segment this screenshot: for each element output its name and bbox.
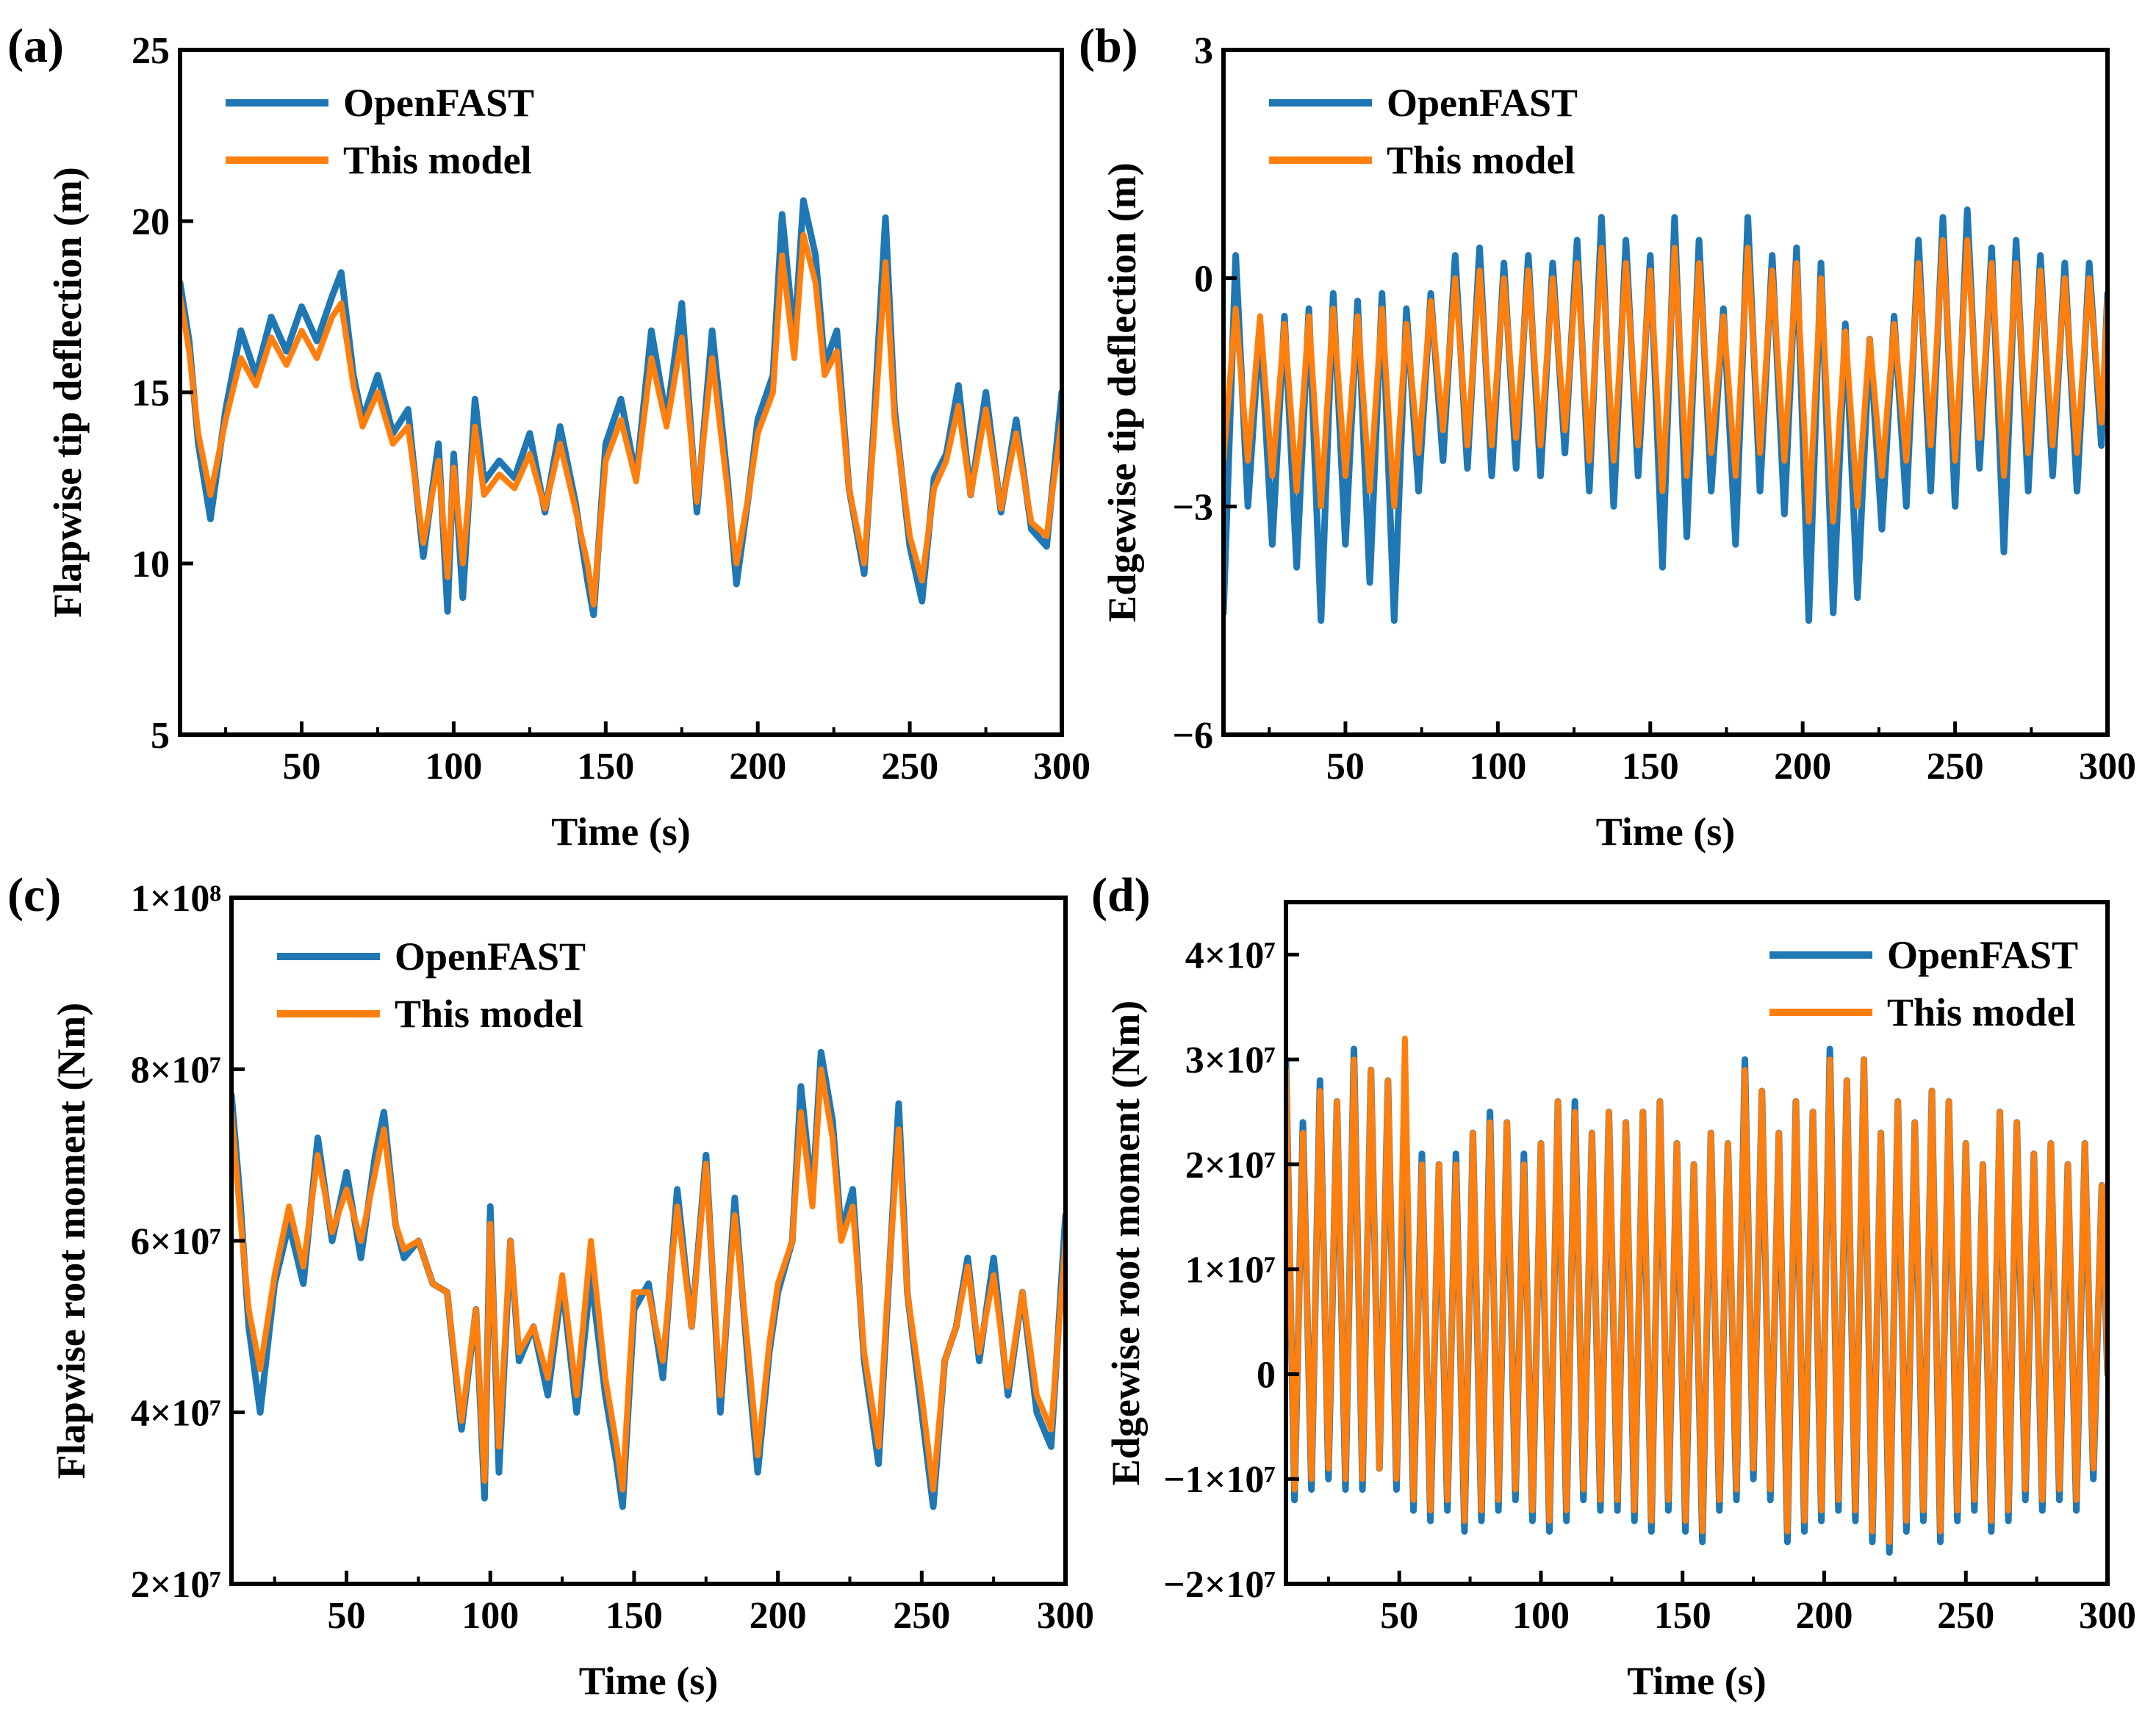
- legend: OpenFAST This model: [1269, 81, 1578, 182]
- x-tick-label: 100: [461, 1595, 519, 1637]
- legend-label: This model: [395, 992, 583, 1036]
- y-tick-label: 6×10⁷: [131, 1221, 221, 1263]
- panel-a: (a) 50 100 150 200 250 300 5 10 15 20 25 Time (s) Fla…: [7, 19, 1090, 854]
- legend: OpenFAST This model: [226, 81, 534, 182]
- y-tick-label: −2×10⁷: [1163, 1564, 1276, 1606]
- y-tick-label: 2×10⁷: [1185, 1145, 1276, 1186]
- y-tick-label: 1×10⁷: [1185, 1250, 1276, 1292]
- x-tick-label: 150: [606, 1595, 663, 1637]
- series-line-this-model: [1223, 237, 2108, 525]
- legend-label: OpenFAST: [1387, 81, 1578, 125]
- x-tick-label: 300: [1037, 1595, 1094, 1637]
- x-tick-label: 50: [1380, 1595, 1418, 1637]
- y-axis-title: Edgewise root moment (Nm): [1104, 1001, 1148, 1485]
- legend-label: OpenFAST: [395, 934, 586, 979]
- plot-frame: [178, 48, 1064, 737]
- x-tick-label: 250: [1937, 1595, 1994, 1637]
- x-tick-label: 50: [1326, 746, 1365, 788]
- panel-label: (b): [1079, 19, 1138, 73]
- legend: OpenFAST This model: [277, 934, 586, 1036]
- legend: OpenFAST This model: [1769, 933, 2078, 1034]
- x-axis-title: Time (s): [1596, 810, 1735, 854]
- x-tick-label: 250: [893, 1595, 950, 1637]
- panel-b: (b) 50 100 150 200 250 300 −6 −3 0 3 Time (s) Edgewi…: [1079, 19, 2136, 854]
- y-tick-label: 3: [1194, 30, 1213, 72]
- x-tick-label: 100: [425, 746, 482, 788]
- x-axis-title: Time (s): [1627, 1659, 1766, 1703]
- y-tick-label: 4×10⁷: [131, 1393, 221, 1435]
- panel-label: (a): [7, 19, 64, 73]
- y-tick-label: 25: [132, 30, 170, 72]
- legend-label: This model: [1387, 138, 1575, 182]
- y-axis-title: Edgewise tip deflection (m): [1100, 162, 1144, 622]
- y-tick-label: 2×10⁷: [131, 1564, 221, 1606]
- x-tick-label: 200: [1774, 746, 1831, 788]
- y-tick-label: 8×10⁷: [131, 1050, 221, 1092]
- y-tick-label: 4×10⁷: [1185, 934, 1276, 976]
- x-tick-label: 250: [1927, 746, 1984, 788]
- x-tick-label: 300: [2079, 1595, 2136, 1637]
- panel-label: (d): [1091, 868, 1151, 922]
- y-tick-label: 5: [151, 715, 170, 757]
- x-tick-label: 200: [729, 746, 786, 788]
- legend-label: OpenFAST: [1887, 933, 2078, 977]
- y-tick-label: 0: [1257, 1354, 1276, 1396]
- x-tick-label: 200: [750, 1595, 807, 1637]
- y-tick-label: 0: [1194, 259, 1213, 300]
- series-line-this-model: [1286, 1035, 2108, 1545]
- x-tick-label: 50: [328, 1595, 366, 1637]
- series-line-this-model: [231, 1066, 1066, 1493]
- plot-frame: [1284, 900, 2110, 1586]
- y-tick-label: 20: [132, 201, 170, 243]
- x-tick-label: 300: [2079, 746, 2136, 788]
- x-axis-title: Time (s): [579, 1659, 718, 1703]
- x-tick-label: 150: [1622, 746, 1679, 788]
- y-tick-label: 10: [132, 544, 170, 586]
- y-tick-label: −6: [1172, 715, 1213, 757]
- x-tick-label: 200: [1795, 1595, 1853, 1637]
- panel-label: (c): [7, 868, 61, 922]
- legend-label: This model: [343, 138, 532, 182]
- x-tick-label: 100: [1512, 1595, 1570, 1637]
- x-tick-label: 100: [1469, 746, 1526, 788]
- x-axis-title: Time (s): [551, 810, 690, 854]
- y-tick-label: 1×10⁸: [131, 878, 221, 920]
- legend-label: This model: [1887, 990, 2076, 1034]
- series-line-openfast: [180, 197, 1062, 619]
- y-tick-label: −3: [1172, 486, 1213, 528]
- x-tick-label: 300: [1033, 746, 1090, 788]
- x-tick-label: 150: [577, 746, 634, 788]
- legend-label: OpenFAST: [343, 81, 534, 125]
- y-tick-label: 15: [132, 372, 170, 414]
- series-line-this-model: [180, 231, 1062, 608]
- panel-d: (d) 50 100 150 200 250 300 −2×10⁷ −1×10⁷ 0 1×10⁷ 2×…: [1091, 868, 2136, 1703]
- x-tick-label: 250: [881, 746, 938, 788]
- x-tick-label: 50: [283, 746, 321, 788]
- panel-c: (c) 50 100 150 200 250 300 2×10⁷ 4×10⁷ 6×10⁷ 8×10⁷…: [7, 868, 1094, 1703]
- y-axis-title: Flapwise root moment (Nm): [49, 1003, 93, 1479]
- y-tick-label: −1×10⁷: [1163, 1459, 1276, 1501]
- x-tick-label: 150: [1654, 1595, 1711, 1637]
- y-axis-title: Flapwise tip deflection (m): [46, 167, 90, 617]
- y-tick-label: 3×10⁷: [1185, 1040, 1276, 1081]
- plot-frame: [1221, 48, 2110, 737]
